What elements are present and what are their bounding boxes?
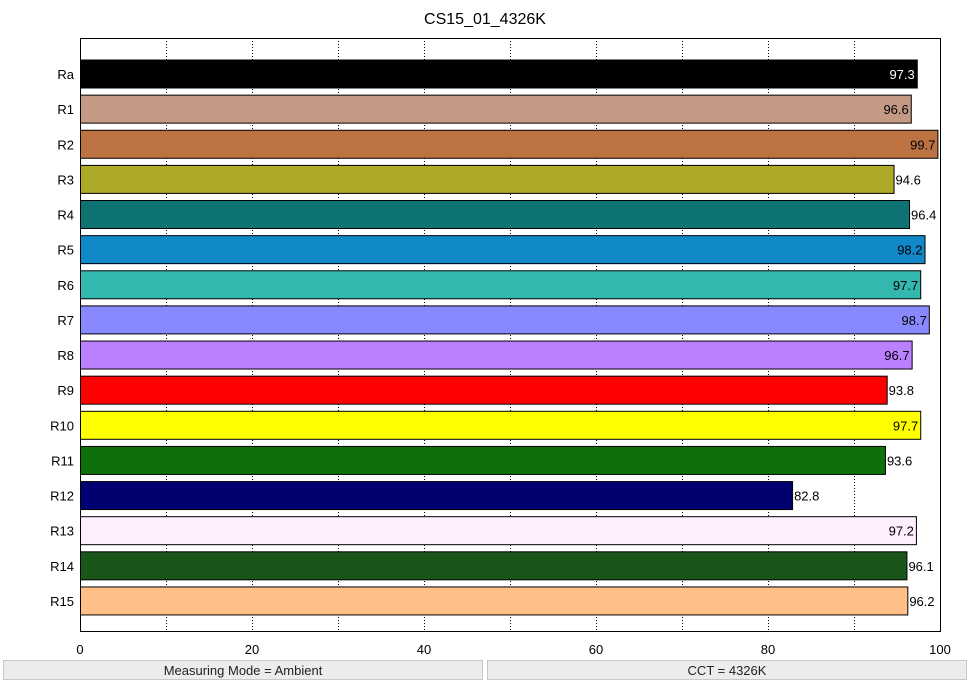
value-label-r2: 99.7 [910, 137, 935, 152]
x-tick-labels: 0 20 40 60 80 100 [76, 642, 950, 657]
bar-r15 [80, 586, 909, 616]
bar-r14 [80, 551, 908, 581]
category-label-r14: R14 [50, 559, 74, 574]
cri-bar-chart: CS15_01_4326K 97.396.699.794.696.498.297… [50, 11, 951, 657]
category-label-r1: R1 [57, 102, 74, 117]
category-labels: Ra R1 R2 R3 R4 R5 R6 R7 R8 R9 R10 R11 R12 R13 R14 R15 [50, 67, 75, 609]
x-tick-label: 100 [929, 642, 951, 657]
bar-r2 [80, 129, 939, 159]
category-label-r7: R7 [57, 313, 74, 328]
x-tick-label: 60 [589, 642, 603, 657]
category-label-r11: R11 [51, 453, 74, 468]
bar-r9 [80, 375, 888, 405]
value-label-r7: 98.7 [902, 313, 927, 328]
value-label-r10: 97.7 [893, 418, 918, 433]
value-labels: 97.3 96.6 99.7 94.6 96.4 98.2 97.7 98.7 96.7 93.8… [794, 67, 936, 609]
value-label-r6: 97.7 [893, 278, 918, 293]
bar-r3 [80, 164, 895, 194]
category-label-r4: R4 [57, 208, 74, 223]
bar-r11 [80, 445, 886, 475]
bar-r13 [80, 516, 917, 546]
bar-r8 [80, 340, 913, 370]
bar-r5 [80, 235, 926, 265]
x-tick-label: 0 [76, 642, 83, 657]
value-label-r13: 97.2 [889, 524, 914, 539]
value-label-r9: 93.8 [889, 383, 914, 398]
category-label-r10: R10 [50, 418, 74, 433]
chart-title: CS15_01_4326K [424, 11, 546, 28]
x-tick-label: 20 [245, 642, 259, 657]
category-label-ra: Ra [57, 67, 74, 82]
measuring-mode-status: Measuring Mode = Ambient [3, 660, 483, 680]
bar-r6 [80, 270, 922, 300]
category-label-r8: R8 [57, 348, 74, 363]
bars [80, 59, 939, 616]
bar-r10 [80, 410, 922, 440]
category-label-r3: R3 [57, 172, 74, 187]
category-label-r12: R12 [50, 489, 74, 504]
value-label-r12: 82.8 [794, 489, 819, 504]
value-label-r3: 94.6 [896, 172, 921, 187]
category-label-r2: R2 [57, 137, 74, 152]
bar-r4 [80, 200, 911, 230]
category-label-r9: R9 [57, 383, 74, 398]
value-label-r5: 98.2 [897, 243, 922, 258]
value-label-r15: 96.2 [909, 594, 934, 609]
x-tick-label: 40 [417, 642, 431, 657]
value-label-r11: 93.6 [887, 453, 912, 468]
bar-r1 [80, 94, 912, 124]
category-label-r5: R5 [57, 243, 74, 258]
bar-ra [80, 59, 918, 89]
cct-status: CCT = 4326K [487, 660, 967, 680]
value-label-ra: 97.3 [889, 67, 914, 82]
category-label-r15: R15 [50, 594, 74, 609]
plot-frame [80, 38, 941, 632]
value-label-r4: 96.4 [911, 208, 936, 223]
status-bar: Measuring Mode = Ambient CCT = 4326K [0, 659, 970, 683]
value-label-r1: 96.6 [883, 102, 908, 117]
value-label-r8: 96.7 [884, 348, 909, 363]
value-label-r14: 96.1 [908, 559, 933, 574]
bar-r12 [80, 481, 794, 511]
category-label-r13: R13 [50, 524, 74, 539]
bar-r7 [80, 305, 930, 335]
x-tick-label: 80 [761, 642, 775, 657]
category-label-r6: R6 [57, 278, 74, 293]
